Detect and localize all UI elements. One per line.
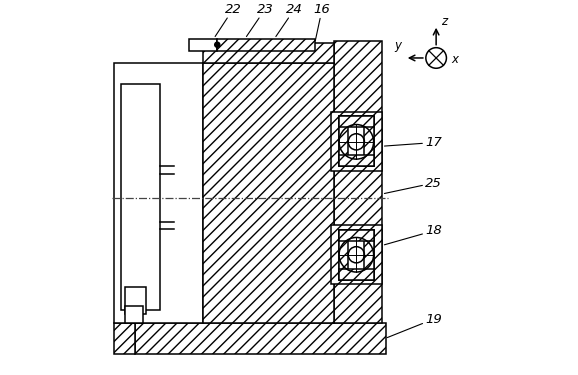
Text: y: y [394, 39, 401, 53]
Bar [364, 230, 373, 280]
Text: 17: 17 [384, 136, 442, 149]
Bar [334, 41, 381, 323]
Text: 25: 25 [384, 177, 442, 194]
Bar [202, 63, 334, 323]
Bar [331, 225, 381, 284]
Text: 16: 16 [314, 3, 331, 40]
Text: x: x [451, 53, 458, 66]
Bar [121, 84, 160, 310]
Bar [189, 39, 217, 51]
Text: z: z [441, 15, 447, 28]
Bar [135, 323, 387, 354]
Bar [125, 306, 143, 323]
Bar [125, 287, 146, 314]
Text: 19: 19 [387, 313, 442, 338]
Bar [339, 230, 348, 280]
Bar [217, 39, 315, 51]
Bar [202, 43, 334, 63]
Bar [114, 323, 135, 354]
Text: 22: 22 [215, 3, 242, 36]
Text: 23: 23 [246, 3, 273, 36]
Bar [114, 63, 202, 323]
Bar [339, 117, 348, 166]
Bar [331, 112, 381, 171]
Text: 24: 24 [276, 3, 303, 36]
Bar [339, 269, 373, 280]
Bar [339, 117, 373, 166]
Bar [339, 230, 373, 280]
Text: 18: 18 [384, 224, 442, 245]
Circle shape [214, 42, 220, 47]
Bar [364, 117, 373, 166]
Bar [339, 230, 373, 241]
Bar [339, 117, 373, 128]
Bar [339, 156, 373, 166]
